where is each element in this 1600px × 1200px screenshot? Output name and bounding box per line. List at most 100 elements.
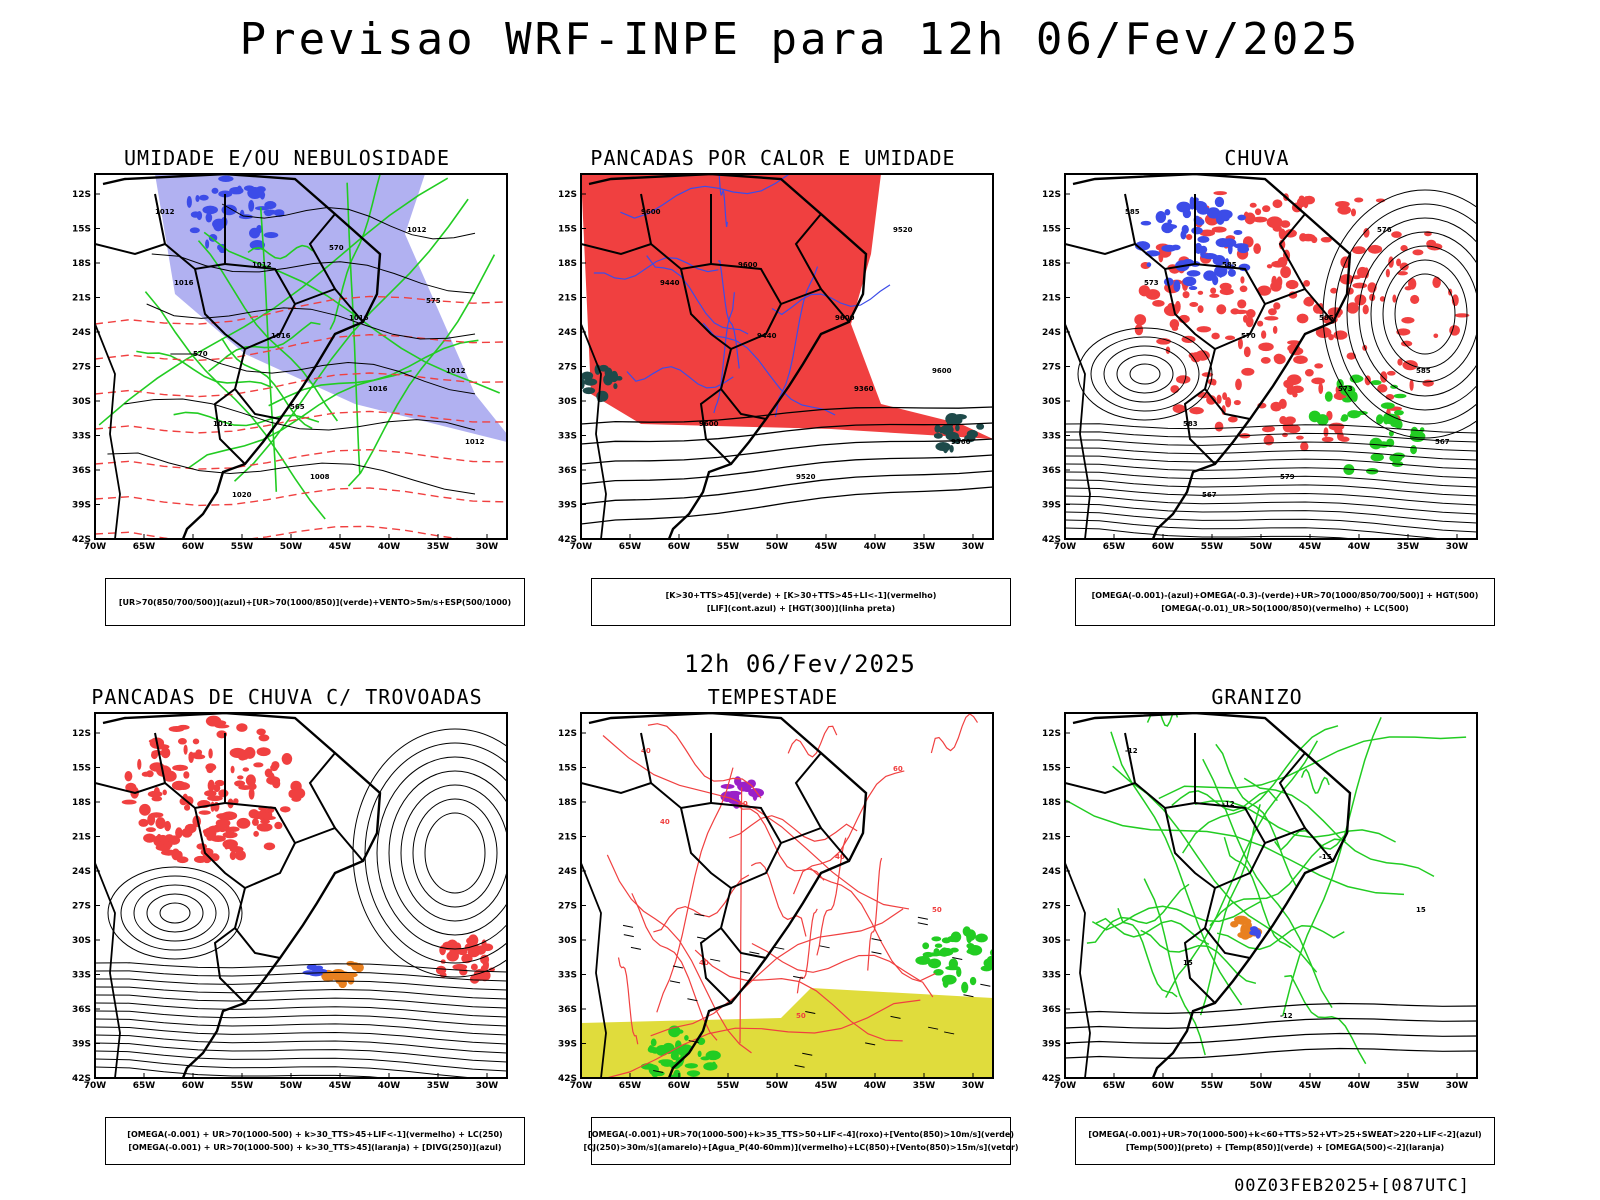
rain-area bbox=[1357, 266, 1368, 279]
rain-area bbox=[1352, 282, 1368, 289]
temp-850-contour bbox=[1158, 736, 1467, 800]
contour-label: 567 bbox=[1202, 491, 1217, 499]
streamline-circuit bbox=[120, 875, 230, 951]
storm-cell bbox=[470, 963, 478, 971]
humidity-blue-cell bbox=[196, 211, 203, 221]
lon-tick-label: 55W bbox=[717, 542, 740, 552]
thickness-contour bbox=[95, 448, 507, 470]
rain-area bbox=[1293, 355, 1308, 364]
rain-area bbox=[1206, 395, 1217, 405]
lon-tick-label: 65W bbox=[133, 1081, 156, 1091]
wind-850-area bbox=[684, 1063, 698, 1069]
lon-tick-label: 50W bbox=[766, 542, 789, 552]
lat-tick-label: 21S bbox=[558, 294, 577, 304]
lat-tick-label: 27S bbox=[558, 902, 577, 912]
rain-area bbox=[1175, 375, 1191, 384]
thickness-contour bbox=[95, 410, 507, 434]
map-layers: 585 585 585 585 583 579 576 573 570 573 567 567 bbox=[1065, 174, 1477, 539]
contour-label: 9360 bbox=[854, 385, 874, 393]
omega-blue-cell bbox=[1182, 209, 1192, 219]
wind-850-area bbox=[686, 1070, 701, 1077]
map-layers: 9600960096009600960095209520944094409360… bbox=[581, 174, 993, 539]
streamline bbox=[95, 1010, 507, 1027]
map-frame bbox=[580, 173, 994, 540]
lon-tick-label: 50W bbox=[766, 1081, 789, 1091]
rain-area bbox=[1158, 251, 1164, 263]
convective-green-cell bbox=[594, 364, 601, 375]
country-border bbox=[1183, 927, 1216, 1004]
lat-tick-label: 12S bbox=[1042, 729, 1061, 739]
wind-vector bbox=[980, 983, 991, 987]
wind-850-area bbox=[935, 951, 948, 956]
lat-tick-label: 33S bbox=[558, 971, 577, 981]
rain-area bbox=[1260, 357, 1271, 364]
precipitable-water-contour bbox=[694, 949, 903, 1042]
rain-area bbox=[1412, 249, 1424, 256]
storm-cell bbox=[291, 796, 302, 802]
wind-vector bbox=[805, 1010, 816, 1014]
wind-850-area bbox=[677, 1029, 684, 1034]
temp-850-contour bbox=[1065, 799, 1405, 896]
country-border bbox=[699, 927, 732, 1004]
thickness-contour bbox=[95, 372, 507, 398]
wind-vector bbox=[871, 951, 882, 955]
wind-vector bbox=[927, 1026, 939, 1030]
humidity-high-levels bbox=[155, 174, 507, 442]
omega-blue-cell bbox=[1214, 196, 1225, 208]
humidity-low-contour bbox=[208, 321, 321, 372]
storm-cell bbox=[216, 813, 229, 820]
lon-tick-label: 70W bbox=[570, 542, 593, 552]
wind-vector bbox=[819, 945, 830, 949]
severe-storm-cell bbox=[747, 779, 756, 788]
wind-850-area bbox=[949, 947, 959, 953]
contour-label: 567 bbox=[1435, 438, 1450, 446]
lat-tick-label: 30S bbox=[558, 936, 577, 946]
omega-green-cell bbox=[1308, 410, 1321, 423]
lon-tick-label: 60W bbox=[668, 1081, 691, 1091]
lon-tick-label: 30W bbox=[476, 542, 499, 552]
omega-blue-cell bbox=[1181, 224, 1189, 234]
rain-area bbox=[1282, 432, 1288, 438]
humidity-blue-cell bbox=[189, 227, 200, 234]
humidity-blue-cell bbox=[256, 224, 263, 234]
convective-green-cell bbox=[949, 445, 954, 453]
rain-area bbox=[1363, 227, 1370, 238]
precipitable-water-contour bbox=[604, 999, 921, 1078]
wind-850-area bbox=[947, 935, 959, 943]
storm-cell bbox=[160, 747, 171, 759]
contour-label: 583 bbox=[1183, 420, 1198, 428]
lon-tick-label: 35W bbox=[913, 542, 936, 552]
streamline bbox=[95, 1050, 507, 1072]
lat-tick-label: 30S bbox=[72, 936, 91, 946]
rain-area bbox=[1433, 333, 1439, 338]
humidity-blue-cell bbox=[218, 190, 233, 198]
humidity-blue-cell bbox=[263, 232, 279, 239]
convective-green-cell bbox=[613, 383, 618, 390]
precipitable-water-contour bbox=[787, 725, 838, 758]
convective-green-cell bbox=[933, 432, 943, 439]
contour-label: 9520 bbox=[796, 473, 816, 481]
wind-850-area bbox=[933, 969, 944, 976]
rain-area bbox=[1262, 205, 1271, 213]
wind-850-area bbox=[931, 936, 942, 942]
streamline-circuit bbox=[1129, 363, 1161, 385]
rain-area bbox=[1377, 384, 1388, 393]
streamline bbox=[1065, 511, 1477, 533]
rain-area bbox=[1252, 216, 1268, 223]
rain-area bbox=[1242, 314, 1248, 323]
storm-cell bbox=[461, 953, 473, 964]
omega-blue-cell bbox=[1200, 249, 1206, 259]
lifted-index-contour bbox=[713, 292, 735, 414]
rain-area bbox=[1346, 352, 1356, 360]
wind-850-area bbox=[915, 955, 931, 965]
storm-cell bbox=[281, 752, 293, 765]
rain-area bbox=[1272, 325, 1278, 334]
lat-tick-label: 15S bbox=[558, 764, 577, 774]
lifted-index-contour bbox=[626, 366, 734, 389]
pressure-contour bbox=[221, 203, 476, 240]
country-border bbox=[1203, 887, 1251, 959]
streamline-circuit bbox=[352, 728, 507, 978]
lat-tick-label: 30S bbox=[72, 397, 91, 407]
rain-area bbox=[1189, 406, 1204, 415]
storm-cell bbox=[206, 850, 213, 855]
